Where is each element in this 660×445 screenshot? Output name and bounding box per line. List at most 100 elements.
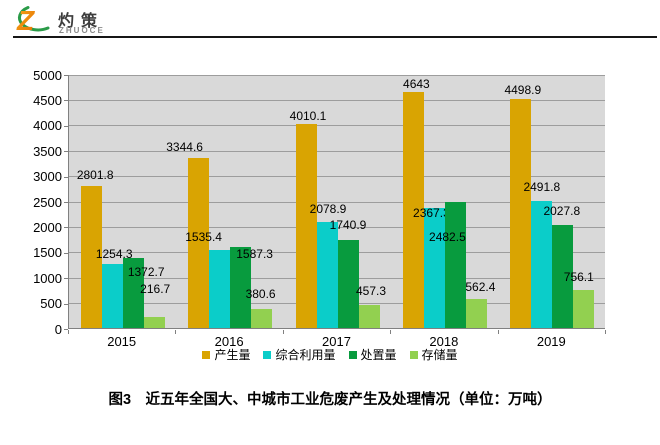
bar-处置量-2017	[337, 239, 359, 328]
legend-label: 综合利用量	[275, 348, 336, 362]
bar-value-label: 756.1	[563, 269, 594, 284]
legend-swatch	[263, 351, 272, 359]
y-axis-label: 0	[54, 321, 62, 337]
legend-swatch	[202, 351, 211, 359]
y-axis-label: 500	[40, 296, 62, 312]
bar-value-label: 1372.7	[127, 265, 165, 280]
y-axis-tick	[64, 202, 68, 203]
svg-text:Z: Z	[16, 5, 35, 36]
gridline	[69, 150, 605, 152]
x-axis-label: 2018	[429, 334, 459, 349]
gridline	[69, 99, 605, 101]
bar-value-label: 2078.9	[309, 202, 347, 217]
zhuoce-logo-icon: Z	[16, 5, 50, 36]
bar-value-label: 457.3	[355, 283, 387, 298]
figure-caption: 图3 近五年全国大、中城市工业危废产生及处理情况（单位：万吨）	[108, 392, 552, 408]
bar-综合利用量-2015	[101, 264, 123, 328]
bar-value-label: 216.7	[140, 281, 171, 296]
legend-label: 产生量	[214, 348, 251, 362]
bar-处置量-2015	[122, 258, 144, 328]
bar-value-label: 380.6	[245, 286, 276, 301]
bar-综合利用量-2017	[316, 222, 338, 328]
y-axis-tick	[64, 278, 68, 280]
bar-处置量-2018	[444, 201, 466, 328]
y-axis-tick	[64, 303, 68, 305]
y-axis-label: 3000	[33, 169, 62, 185]
y-axis-tick	[64, 125, 68, 127]
y-axis-label: 5000	[33, 67, 62, 83]
bar-value-label: 4643	[403, 77, 430, 92]
y-axis-label: 2000	[33, 219, 62, 235]
y-axis-tick	[64, 75, 68, 76]
bar-value-label: 2482.5	[429, 229, 466, 244]
bar-处置量-2019	[552, 225, 574, 328]
legend-swatch	[348, 351, 357, 359]
logo-company-subtitle: ZHUOCE	[59, 26, 105, 35]
bar-value-label: 2491.8	[523, 180, 561, 195]
y-axis-label: 4000	[33, 118, 62, 134]
y-axis-tick	[64, 252, 68, 254]
y-axis-tick	[64, 227, 68, 229]
gridline	[69, 176, 605, 178]
bar-产生量-2016	[188, 158, 210, 328]
x-axis-tick	[497, 330, 499, 334]
legend-item-存储量: 存储量	[409, 348, 458, 362]
legend-label: 存储量	[421, 348, 458, 362]
bar-存储量-2019	[573, 289, 595, 328]
y-axis-label: 3500	[33, 143, 62, 159]
bar-综合利用量-2018	[423, 207, 445, 328]
x-axis-tick	[390, 330, 392, 334]
gridline	[69, 201, 605, 203]
bar-存储量-2017	[358, 304, 380, 328]
x-axis-tick	[605, 330, 606, 334]
gridline	[69, 125, 605, 127]
y-axis-label: 1000	[33, 270, 62, 286]
bar-存储量-2018	[465, 299, 487, 328]
bar-处置量-2016	[230, 247, 252, 328]
x-axis-tick	[282, 330, 284, 334]
bar-存储量-2015	[143, 317, 165, 328]
y-axis-label: 1500	[33, 245, 62, 261]
bar-value-label: 1587.3	[236, 247, 273, 262]
logo-company-name: 灼策	[58, 13, 105, 30]
chart-legend: 产生量 综合利用量 处置量 存储量	[0, 349, 660, 361]
bar-产生量-2019	[510, 99, 532, 328]
x-axis-tick	[175, 330, 177, 334]
bar-产生量-2017	[295, 124, 317, 328]
bar-产生量-2015	[80, 185, 102, 328]
y-axis-tick	[64, 100, 68, 102]
bar-value-label: 1254.3	[95, 247, 133, 262]
header-divider	[13, 36, 657, 38]
zhuoce-logo: Z 灼策 ZHUOCE	[12, 4, 212, 38]
y-axis-label: 4500	[33, 92, 62, 108]
y-axis-label: 2500	[33, 194, 62, 210]
y-axis-tick	[64, 151, 68, 153]
x-axis-label: 2019	[536, 334, 566, 349]
y-axis-tick	[64, 176, 68, 178]
x-axis-tick	[68, 330, 69, 334]
bar-value-label: 562.4	[465, 280, 496, 295]
legend-item-产生量: 产生量	[202, 349, 250, 361]
bar-value-label: 3344.6	[166, 140, 203, 155]
y-axis-tick	[64, 329, 68, 330]
bar-value-label: 2367.3	[413, 205, 450, 220]
bar-value-label: 2801.8	[76, 167, 114, 182]
legend-swatch	[409, 351, 418, 359]
legend-label: 处置量	[360, 348, 397, 362]
bar-综合利用量-2019	[531, 201, 553, 328]
bar-value-label: 4010.1	[289, 109, 327, 124]
gridline	[69, 74, 605, 76]
bar-value-label: 1740.9	[329, 217, 367, 232]
bar-产生量-2018	[402, 92, 424, 328]
x-axis-label: 2017	[322, 334, 351, 349]
bar-value-label: 1535.4	[185, 230, 222, 244]
bar-value-label: 2027.8	[543, 203, 581, 218]
x-axis-label: 2015	[107, 334, 137, 349]
legend-item-综合利用量: 综合利用量	[263, 348, 336, 362]
legend-item-处置量: 处置量	[348, 348, 397, 362]
x-axis-label: 2016	[214, 334, 244, 349]
bar-value-label: 4498.9	[504, 83, 542, 98]
bar-存储量-2016	[251, 308, 273, 328]
plot-area: 2801.8 1254.3 1372.7 216.7 3344.6 1535.4 1587.…	[68, 74, 605, 329]
